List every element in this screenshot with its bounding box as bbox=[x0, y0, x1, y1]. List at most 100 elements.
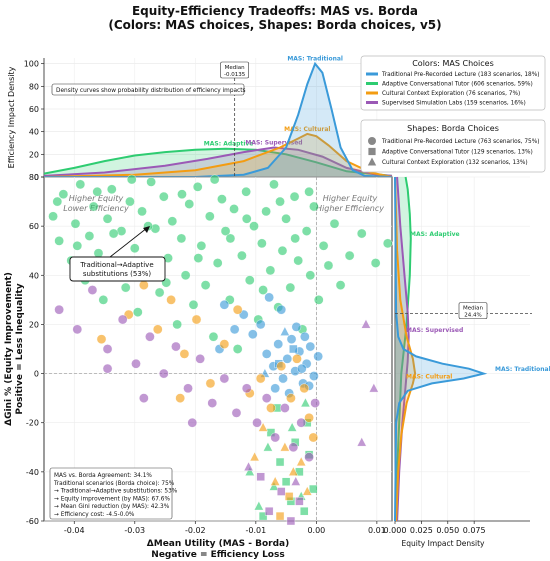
point-supervised-circle bbox=[87, 285, 98, 295]
point-adaptive-circle bbox=[184, 199, 195, 209]
point-supervised-triangle bbox=[243, 461, 254, 471]
point-adaptive-circle bbox=[225, 233, 236, 244]
top-ytick-label: 100 bbox=[24, 60, 39, 69]
point-adaptive-circle bbox=[370, 258, 381, 268]
point-adaptive-circle bbox=[241, 213, 252, 224]
point-supervised-circle bbox=[241, 383, 252, 394]
point-adaptive-circle bbox=[212, 258, 223, 268]
callout-arrow-head bbox=[143, 226, 150, 233]
point-adaptive-triangle bbox=[300, 397, 311, 408]
point-cultural-circle bbox=[276, 361, 287, 372]
point-traditional-circle bbox=[255, 319, 266, 330]
quadrant-right-line2: Higher Efficiency bbox=[316, 204, 384, 213]
point-adaptive-circle bbox=[220, 226, 231, 236]
point-supervised-circle bbox=[310, 398, 320, 408]
stats-line-4: → Equity improvement (by MAS): 67.6% bbox=[54, 496, 170, 502]
point-adaptive-circle bbox=[313, 295, 324, 305]
title-line-1: Equity-Efficiency Tradeoffs: MAS vs. Bor… bbox=[131, 4, 419, 18]
top-density-line-adaptive bbox=[43, 147, 393, 177]
main-ytick-label: 40 bbox=[29, 271, 39, 280]
point-supervised-circle bbox=[145, 331, 155, 342]
top-density-label-supervised: MAS: Supervised bbox=[245, 140, 302, 147]
top-ylabel: Efficiency Impact Density bbox=[7, 66, 16, 168]
main-ytick-label: 60 bbox=[29, 222, 39, 231]
main-xtick-label: 0.00 bbox=[307, 526, 325, 535]
point-adaptive-circle bbox=[208, 331, 219, 342]
point-traditional-circle bbox=[297, 363, 307, 374]
top-density-line-supervised bbox=[43, 146, 393, 177]
legend-borda-marker-square bbox=[368, 147, 376, 156]
point-cultural-triangle bbox=[279, 441, 290, 452]
point-supervised-circle bbox=[195, 354, 205, 364]
point-adaptive-circle bbox=[258, 285, 268, 295]
stats-line-6: → Efficiency cost: -4.5-0.0% bbox=[54, 512, 135, 518]
stats-line-2: Traditional scenarios (Borda choice): 75… bbox=[53, 481, 175, 487]
main-xtick-label: -0.04 bbox=[64, 526, 85, 535]
point-adaptive-circle bbox=[309, 201, 319, 212]
top-median-label: Median bbox=[225, 65, 246, 71]
point-adaptive-circle bbox=[275, 196, 285, 207]
legend-borda-label-triangle: Cultural Context Exploration (132 scenar… bbox=[382, 160, 528, 166]
point-traditional-circle bbox=[229, 324, 240, 335]
legend-borda-shapes: Shapes: Borda Choices Traditional Pre-Rec… bbox=[360, 119, 546, 173]
legend-mas-label-adaptive: Adaptive Conversational Tutor (606 scena… bbox=[382, 82, 533, 88]
right-xtick-label: 0.075 bbox=[463, 526, 486, 535]
point-cultural-circle bbox=[255, 373, 266, 384]
point-supervised-circle bbox=[72, 324, 83, 335]
point-adaptive-circle bbox=[84, 231, 95, 241]
stats-box bbox=[49, 467, 173, 520]
point-adaptive-circle bbox=[193, 253, 204, 263]
point-supervised-circle bbox=[219, 373, 230, 384]
point-cultural-circle bbox=[304, 412, 314, 423]
point-traditional-circle bbox=[286, 334, 297, 344]
main-xtick-label: -0.03 bbox=[124, 526, 145, 535]
scatter-points bbox=[48, 174, 393, 526]
legend-borda-label-square: Adaptive Conversational Tutor (129 scena… bbox=[382, 150, 533, 156]
point-adaptive-circle bbox=[323, 260, 334, 271]
point-adaptive-circle bbox=[329, 218, 340, 229]
point-adaptive-circle bbox=[192, 182, 203, 192]
point-supervised-circle bbox=[261, 393, 272, 403]
point-traditional-circle bbox=[291, 322, 302, 332]
point-supervised-circle bbox=[304, 452, 314, 462]
point-supervised-square bbox=[286, 516, 296, 526]
point-cultural-circle bbox=[299, 383, 310, 394]
point-adaptive-circle bbox=[92, 186, 103, 197]
point-cultural-triangle bbox=[270, 476, 281, 486]
point-adaptive-square bbox=[275, 457, 285, 467]
point-supervised-circle bbox=[280, 403, 290, 413]
point-adaptive-circle bbox=[177, 189, 187, 199]
point-supervised-circle bbox=[171, 341, 181, 352]
right-xtick-label: 0.000 bbox=[384, 526, 407, 535]
main-xlabel-line1: ΔMean Utility (MAS - Borda) bbox=[147, 539, 289, 549]
point-adaptive-circle bbox=[146, 177, 156, 187]
point-adaptive-circle bbox=[52, 196, 63, 207]
point-adaptive-circle bbox=[382, 238, 393, 249]
point-traditional-circle bbox=[273, 339, 284, 349]
top-note-box bbox=[51, 83, 245, 96]
top-density-line-traditional bbox=[44, 61, 393, 178]
point-adaptive-circle bbox=[205, 211, 215, 222]
point-adaptive-square bbox=[300, 506, 309, 516]
point-adaptive-circle bbox=[305, 270, 316, 281]
point-adaptive-circle bbox=[237, 250, 247, 261]
point-cultural-circle bbox=[191, 314, 202, 325]
right-density-label-supervised: MAS: Supervised bbox=[406, 327, 463, 334]
top-note-text: Density curves show probability distribu… bbox=[56, 88, 246, 94]
main-ytick-label: 80 bbox=[29, 173, 39, 182]
top-ytick-label: 80 bbox=[29, 82, 39, 91]
point-cultural-triangle bbox=[288, 466, 299, 476]
point-adaptive-circle bbox=[241, 186, 251, 197]
point-cultural-circle bbox=[139, 280, 149, 290]
right-xtick-label: 0.025 bbox=[410, 526, 433, 535]
main-ytick-label: -40 bbox=[26, 468, 39, 477]
top-density-fill-cultural bbox=[44, 133, 392, 177]
point-adaptive-circle bbox=[257, 238, 267, 249]
point-adaptive-circle bbox=[281, 213, 291, 224]
top-median-value: -0.0135 bbox=[224, 72, 246, 78]
top-ytick-label: 0 bbox=[34, 173, 39, 182]
right-xtick-label: 0.050 bbox=[436, 526, 459, 535]
chart-title: Equity-Efficiency Tradeoffs: MAS vs. Bor… bbox=[0, 4, 550, 32]
point-cultural-triangle bbox=[302, 486, 313, 496]
